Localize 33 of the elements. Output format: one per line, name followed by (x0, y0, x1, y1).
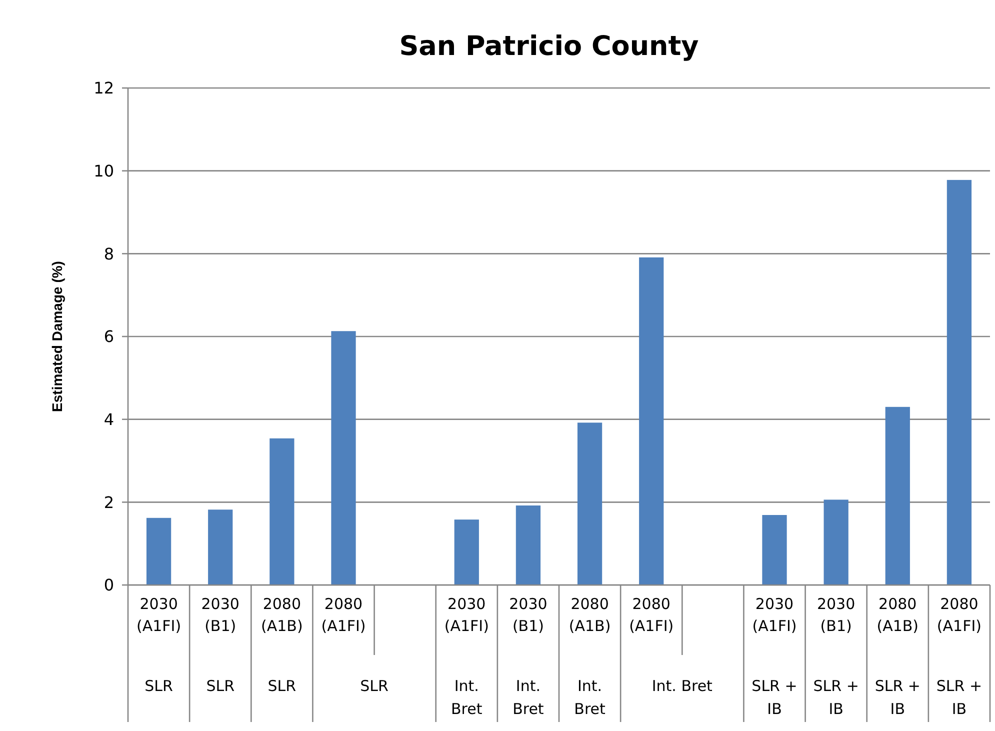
category-label: 2080 (A1FI) SLR + IB (936, 595, 982, 718)
y-tick-label: 2 (104, 492, 114, 512)
bar (208, 510, 233, 585)
bar (946, 180, 972, 585)
category-label: 2030 (B1) SLR + IB (813, 595, 859, 718)
category-label: 2030 (A1FI) SLR + IB (752, 595, 798, 718)
y-tick-label: 4 (104, 410, 114, 429)
y-tick-label: 12 (94, 78, 114, 98)
y-tick-label: 10 (94, 161, 114, 180)
bar (516, 505, 541, 585)
y-tick-label: 6 (104, 327, 114, 346)
category-label: 2030 (B1) SLR (201, 595, 240, 695)
category-label: 2080 (A1FI) Int. Bret (629, 595, 712, 695)
category-label: 2030 (A1FI) SLR (136, 595, 182, 695)
bar (824, 500, 848, 585)
bar (577, 422, 602, 585)
bar (454, 520, 479, 585)
chart-title: San Patricio County (399, 31, 700, 62)
bar (146, 518, 172, 585)
category-label: 2080 (A1FI) SLR (321, 595, 388, 695)
bar (331, 331, 356, 585)
bar (885, 406, 910, 585)
y-tick-label: 8 (104, 244, 114, 264)
bar (762, 515, 787, 585)
category-label: 2080 (A1B) SLR (261, 595, 303, 695)
category-label: 2080 (A1B) SLR + IB (874, 595, 920, 718)
category-label: 2030 (B1) Int. Bret (509, 595, 548, 718)
y-axis-title: Estimated Damage (%) (49, 261, 65, 412)
y-tick-label: 0 (104, 576, 114, 595)
bar (270, 438, 294, 585)
bar (639, 257, 664, 585)
category-label: 2080 (A1B) Int. Bret (568, 595, 611, 718)
category-label: 2030 (A1FI) Int. Bret (444, 595, 489, 718)
